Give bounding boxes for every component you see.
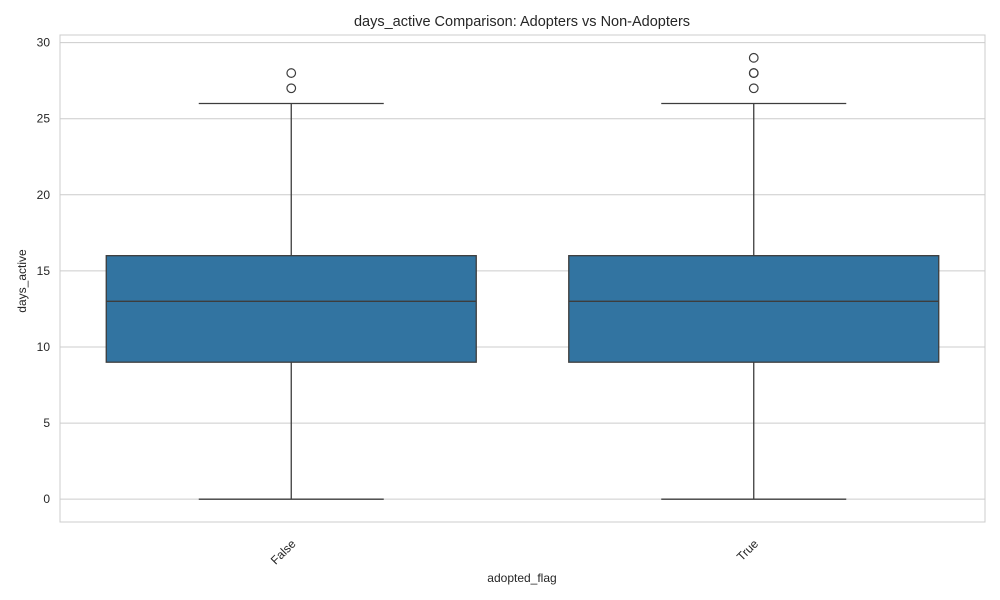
y-tick-label: 30: [37, 36, 51, 50]
outlier-point: [748, 52, 759, 63]
outlier-point: [286, 83, 297, 94]
y-tick-labels: 0 5 10 15 20 25 30: [37, 36, 51, 507]
x-axis-title: adopted_flag: [487, 571, 556, 585]
chart-title: days_active Comparison: Adopters vs Non-…: [354, 14, 690, 30]
y-tick-label: 5: [43, 416, 50, 430]
y-tick-label: 10: [37, 340, 51, 354]
outlier-point: [286, 68, 297, 78]
y-axis-title: days_active: [15, 249, 29, 313]
y-tick-label: 15: [37, 264, 51, 278]
box-false: [105, 68, 477, 500]
y-tick-label: 20: [37, 188, 51, 202]
plot-frame: [59, 34, 986, 523]
x-tick-label: True: [734, 536, 761, 563]
x-tick-label: False: [268, 536, 299, 567]
x-tick-labels: False True: [268, 536, 761, 567]
iqr-box: [568, 255, 940, 363]
outlier-point: [748, 83, 759, 94]
box-true: [568, 52, 940, 500]
y-tick-label: 25: [37, 112, 51, 126]
outlier-point: [748, 68, 759, 78]
box-layer: [105, 52, 940, 500]
y-tick-label: 0: [43, 492, 50, 506]
iqr-box: [105, 255, 477, 363]
